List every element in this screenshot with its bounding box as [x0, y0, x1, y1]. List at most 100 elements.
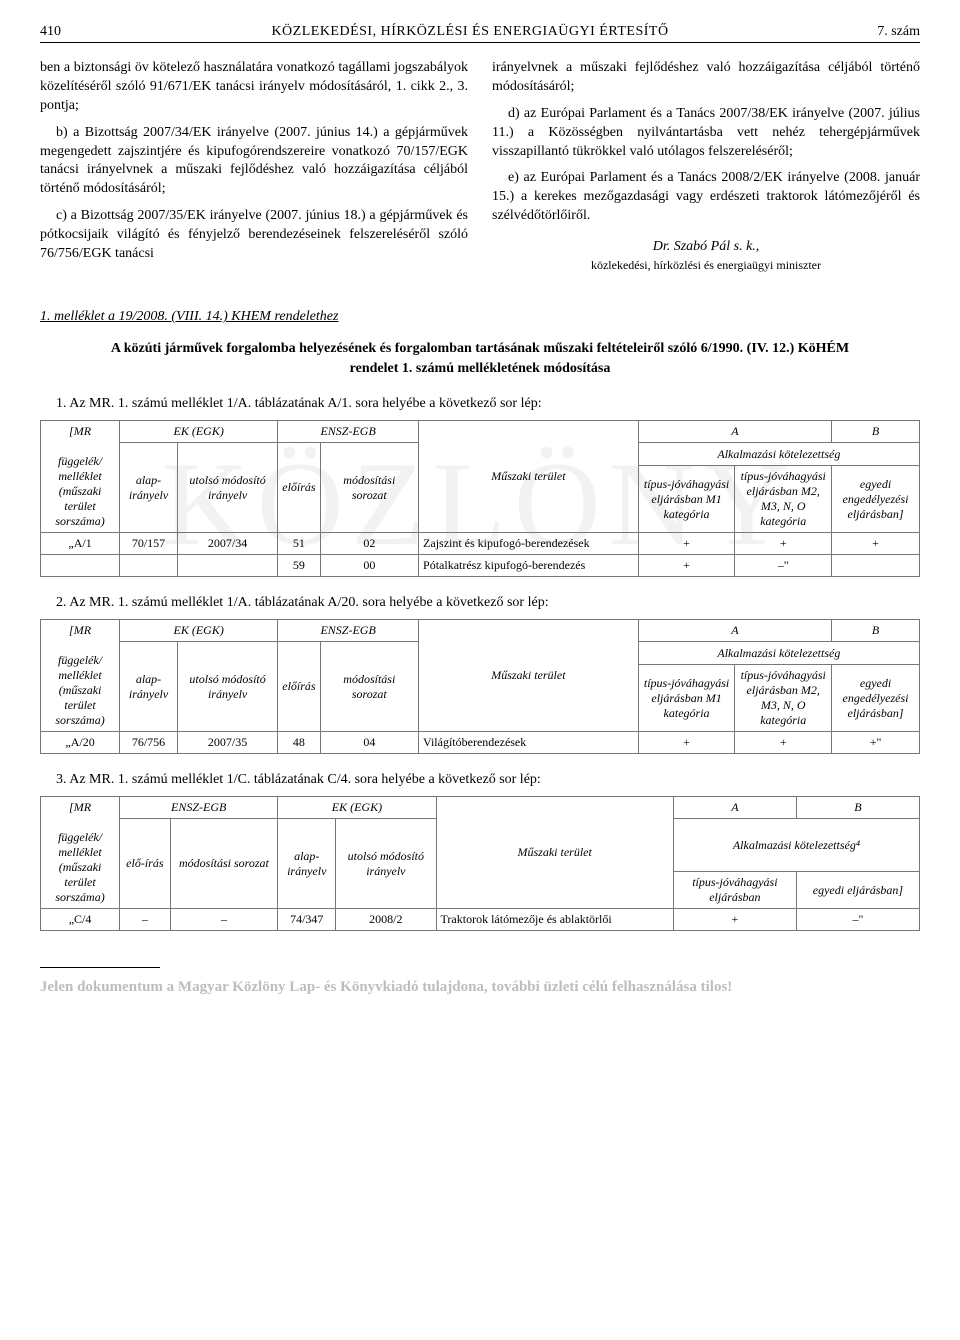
cell — [177, 555, 277, 577]
cell: 00 — [320, 555, 418, 577]
cell: „A/20 — [41, 732, 120, 754]
left-p2: b) a Bizottság 2007/34/EK irányelve (200… — [40, 124, 468, 200]
th: egyedi eljárásban] — [796, 872, 919, 909]
cell: –" — [796, 909, 919, 931]
section2-intro: 2. Az MR. 1. számú melléklet 1/A. tábláz… — [40, 595, 920, 611]
th: elő-írás — [120, 819, 170, 909]
th: típus-jóváhagyási eljárásban M2, M3, N, … — [735, 466, 832, 533]
left-p1: ben a biztonsági öv kötelező használatár… — [40, 59, 468, 116]
cell: – — [170, 909, 278, 931]
th: függelék/ melléklet (műszaki terület sor… — [55, 653, 104, 727]
th: [MR — [69, 623, 91, 637]
cell: + — [638, 533, 735, 555]
section1-intro: 1. Az MR. 1. számú melléklet 1/A. tábláz… — [40, 396, 920, 412]
cell — [120, 555, 178, 577]
cell: 2008/2 — [336, 909, 436, 931]
th: alap-irányelv — [120, 443, 178, 533]
issue-number: 7. szám — [840, 24, 920, 40]
cell: 48 — [278, 732, 320, 754]
page-number: 410 — [40, 24, 100, 40]
cell: „C/4 — [41, 909, 120, 931]
cell: 02 — [320, 533, 418, 555]
th: A — [638, 421, 831, 443]
th: Alkalmazási kötelezettség — [638, 642, 919, 665]
cell: + — [638, 732, 735, 754]
th: függelék/ melléklet (műszaki terület sor… — [55, 454, 104, 528]
header-title: KÖZLEKEDÉSI, HÍRKÖZLÉSI ÉS ENERGIAÜGYI É… — [100, 24, 840, 40]
cell: + — [735, 533, 832, 555]
attachment-title: A közúti járművek forgalomba helyezéséne… — [100, 339, 860, 378]
right-p3: e) az Európai Parlament és a Tanács 2008… — [492, 169, 920, 226]
footer-note: Jelen dokumentum a Magyar Közlöny Lap- é… — [40, 979, 920, 996]
th: Műszaki terület — [419, 620, 639, 732]
cell: 59 — [278, 555, 320, 577]
th: típus-jóváhagyási eljárásban M1 kategóri… — [638, 466, 735, 533]
right-p2: d) az Európai Parlament és a Tanács 2007… — [492, 105, 920, 162]
th: A — [673, 797, 796, 819]
attachment-heading: 1. melléklet a 19/2008. (VIII. 14.) KHEM… — [40, 309, 920, 325]
th: Műszaki terület — [419, 421, 639, 533]
footnote-rule — [40, 967, 160, 968]
th: típus-jóváhagyási eljárásban M2, M3, N, … — [735, 665, 832, 732]
th: Műszaki terület — [436, 797, 673, 909]
th: előírás — [278, 642, 320, 732]
th: utolsó módosító irányelv — [336, 819, 436, 909]
cell: + — [832, 533, 920, 555]
th: módosítási sorozat — [170, 819, 278, 909]
cell: 51 — [278, 533, 320, 555]
th: Alkalmazási kötelezettség⁴ — [673, 819, 919, 872]
th: utolsó módosító irányelv — [177, 443, 277, 533]
signature-name: Dr. Szabó Pál s. k., — [492, 238, 920, 257]
th: típus-jóváhagyási eljárásban — [673, 872, 796, 909]
table-2: [MR függelék/ melléklet (műszaki terület … — [40, 619, 920, 754]
th: függelék/ melléklet (műszaki terület sor… — [55, 830, 104, 904]
th: Alkalmazási kötelezettség — [638, 443, 919, 466]
th: ENSZ-EGB — [278, 421, 419, 443]
left-column: ben a biztonsági öv kötelező használatár… — [40, 59, 468, 273]
cell: „A/1 — [41, 533, 120, 555]
cell — [832, 555, 920, 577]
th: EK (EGK) — [120, 620, 278, 642]
table-1: [MR függelék/ melléklet (műszaki terület … — [40, 420, 920, 577]
table-row: „A/20 76/756 2007/35 48 04 Világítóberen… — [41, 732, 920, 754]
table-row: 59 00 Pótalkatrész kipufogó-berendezés +… — [41, 555, 920, 577]
th: típus-jóváhagyási eljárásban M1 kategóri… — [638, 665, 735, 732]
cell: + — [735, 732, 832, 754]
cell: Zajszint és kipufogó-berendezések — [419, 533, 639, 555]
th: B — [832, 421, 920, 443]
table-3: [MR függelék/ melléklet (műszaki terület … — [40, 796, 920, 931]
cell: + — [673, 909, 796, 931]
left-p3: c) a Bizottság 2007/35/EK irányelve (200… — [40, 207, 468, 264]
cell: –" — [735, 555, 832, 577]
cell — [41, 555, 120, 577]
cell: Pótalkatrész kipufogó-berendezés — [419, 555, 639, 577]
right-column: irányelvnek a műszaki fejlődéshez való h… — [492, 59, 920, 273]
th: utolsó módosító irányelv — [177, 642, 277, 732]
th: B — [796, 797, 919, 819]
cell: 2007/34 — [177, 533, 277, 555]
page-header: 410 KÖZLEKEDÉSI, HÍRKÖZLÉSI ÉS ENERGIAÜG… — [40, 24, 920, 43]
th: [MR — [69, 424, 91, 438]
th: előírás — [278, 443, 320, 533]
body-two-column: ben a biztonsági öv kötelező használatár… — [40, 59, 920, 273]
cell: 70/157 — [120, 533, 178, 555]
cell: 76/756 — [120, 732, 178, 754]
th: A — [638, 620, 831, 642]
table-row: „A/1 70/157 2007/34 51 02 Zajszint és ki… — [41, 533, 920, 555]
th: módosítási sorozat — [320, 642, 418, 732]
signature-block: Dr. Szabó Pál s. k., közlekedési, hírköz… — [492, 238, 920, 273]
th: módosítási sorozat — [320, 443, 418, 533]
section3-intro: 3. Az MR. 1. számú melléklet 1/C. tábláz… — [40, 772, 920, 788]
cell: + — [638, 555, 735, 577]
signature-title: közlekedési, hírközlési és energiaügyi m… — [492, 257, 920, 273]
cell: +" — [832, 732, 920, 754]
th: alap-irányelv — [120, 642, 178, 732]
th: ENSZ-EGB — [278, 620, 419, 642]
cell: Traktorok látómezője és ablaktörlői — [436, 909, 673, 931]
th: alap-irányelv — [278, 819, 336, 909]
th: egyedi engedélyezési eljárásban] — [832, 466, 920, 533]
cell: 74/347 — [278, 909, 336, 931]
right-p1: irányelvnek a műszaki fejlődéshez való h… — [492, 59, 920, 97]
th: [MR — [69, 800, 91, 814]
cell: Világítóberendezések — [419, 732, 639, 754]
